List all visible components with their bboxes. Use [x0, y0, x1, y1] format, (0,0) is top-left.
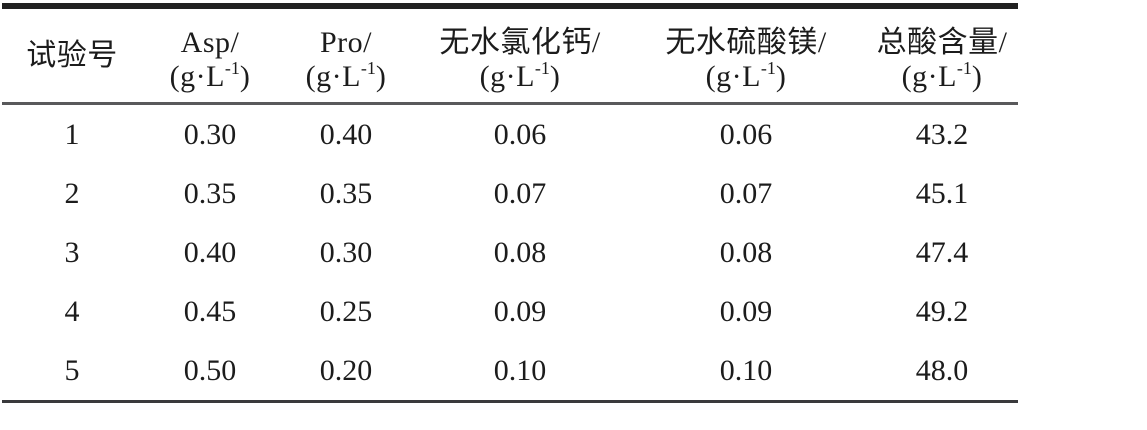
header-label: 试验号 [26, 38, 118, 72]
col-header-test-number: 试验号 [2, 6, 142, 105]
col-header-total-acid: 总酸含量/ (g·L-1) [866, 6, 1018, 105]
table-cell: 0.08 [493, 235, 547, 269]
col-header-calcium-chloride: 无水氯化钙/ (g·L-1) [414, 6, 626, 105]
header-unit: (g·L-1) [901, 58, 983, 93]
experiment-table: 试验号 Asp/ (g·L-1) Pro/ (g·L-1) 无水氯化钙/ (g·… [2, 3, 1018, 403]
table-cell: 43.2 [915, 117, 969, 151]
header-row: 试验号 Asp/ (g·L-1) Pro/ (g·L-1) 无水氯化钙/ (g·… [2, 6, 1018, 105]
table-cell: 0.25 [319, 294, 373, 328]
page: 试验号 Asp/ (g·L-1) Pro/ (g·L-1) 无水氯化钙/ (g·… [0, 3, 1147, 430]
table-cell: 0.40 [183, 235, 237, 269]
header-label: Asp/ [180, 26, 240, 59]
header-label: 无水硫酸镁/ [665, 26, 827, 59]
superscript-exponent: -1 [224, 58, 240, 78]
header-unit: (g·L-1) [479, 58, 561, 93]
table-cell: 49.2 [915, 294, 969, 328]
table-cell: 0.50 [183, 353, 237, 387]
table-row: 2 0.35 0.35 0.07 0.07 45.1 [2, 164, 1018, 223]
table-cell: 47.4 [915, 235, 969, 269]
superscript-exponent: -1 [760, 58, 776, 78]
table-cell: 0.07 [719, 176, 773, 210]
table-cell: 0.09 [719, 294, 773, 328]
table-cell: 0.35 [183, 176, 237, 210]
superscript-exponent: -1 [956, 58, 972, 78]
table-cell: 0.09 [493, 294, 547, 328]
table-cell: 0.08 [719, 235, 773, 269]
table-cell: 5 [64, 353, 80, 387]
table-cell: 0.10 [719, 353, 773, 387]
table-cell: 0.45 [183, 294, 237, 328]
table-row: 1 0.30 0.40 0.06 0.06 43.2 [2, 104, 1018, 165]
table-cell: 0.30 [183, 117, 237, 151]
header-label: Pro/ [319, 26, 372, 59]
table-cell: 0.30 [319, 235, 373, 269]
table-cell: 0.06 [719, 117, 773, 151]
col-header-pro: Pro/ (g·L-1) [278, 6, 414, 105]
table-cell: 0.20 [319, 353, 373, 387]
table-cell: 0.07 [493, 176, 547, 210]
header-unit: (g·L-1) [169, 58, 251, 93]
table-cell: 48.0 [915, 353, 969, 387]
header-label: 无水氯化钙/ [439, 26, 601, 59]
superscript-exponent: -1 [534, 58, 550, 78]
superscript-exponent: -1 [360, 58, 376, 78]
table-cell: 3 [64, 235, 80, 269]
header-unit: (g·L-1) [305, 58, 387, 93]
table-cell: 0.10 [493, 353, 547, 387]
table-cell: 1 [64, 117, 80, 151]
col-header-asp: Asp/ (g·L-1) [142, 6, 278, 105]
header-label: 总酸含量/ [876, 26, 1008, 59]
table-cell: 45.1 [915, 176, 969, 210]
col-header-magnesium-sulfate: 无水硫酸镁/ (g·L-1) [626, 6, 866, 105]
table-cell: 2 [64, 176, 80, 210]
table-cell: 0.40 [319, 117, 373, 151]
table-cell: 0.35 [319, 176, 373, 210]
table-cell: 0.06 [493, 117, 547, 151]
table-row: 5 0.50 0.20 0.10 0.10 48.0 [2, 341, 1018, 402]
table-row: 3 0.40 0.30 0.08 0.08 47.4 [2, 223, 1018, 282]
header-unit: (g·L-1) [705, 58, 787, 93]
table-cell: 4 [64, 294, 80, 328]
table-row: 4 0.45 0.25 0.09 0.09 49.2 [2, 282, 1018, 341]
